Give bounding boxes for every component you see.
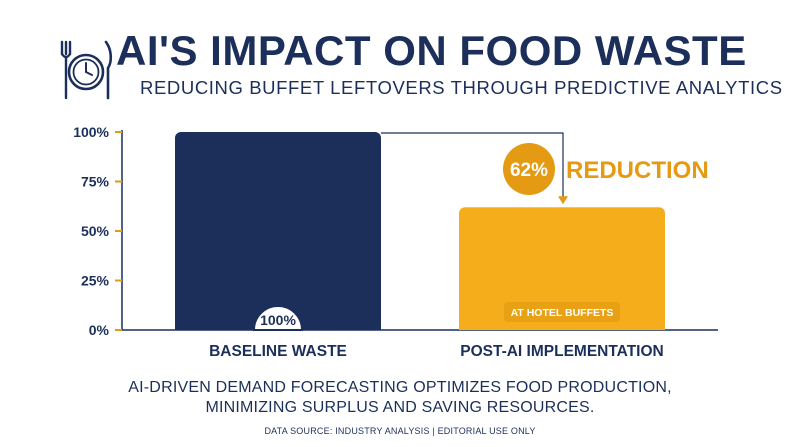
y-tick-label: 25%: [81, 273, 110, 289]
y-tick-label: 0%: [89, 322, 110, 338]
baseline-value-label: 100%: [260, 312, 296, 328]
reduction-annotation-text: REDUCTION: [566, 157, 709, 184]
x-category-label: BASELINE WASTE: [209, 343, 347, 360]
post-ai-label: AT HOTEL BUFFETS: [511, 307, 614, 319]
y-tick-label: 50%: [81, 223, 110, 239]
bar-post-ai: [459, 207, 665, 330]
y-tick-label: 100%: [73, 124, 109, 140]
bar-chart: 0% 25% 50% 75% 100% BASELINE WASTE POST-AI IMP…: [73, 124, 718, 360]
reduction-arrowhead: [558, 196, 568, 205]
chart-caption: AI-DRIVEN DEMAND FORECASTING OPTIMIZES F…: [0, 378, 800, 418]
header: AI'S IMPACT ON FOOD WASTE REDUCING BUFFE…: [0, 0, 800, 110]
page-subtitle: REDUCING BUFFET LEFTOVERS THROUGH PREDIC…: [140, 77, 783, 98]
plate-fork-knife-clock-icon: [60, 40, 113, 100]
data-source-note: DATA SOURCE: INDUSTRY ANALYSIS | EDITORI…: [264, 426, 536, 436]
reduction-badge: [503, 143, 555, 195]
bar-base-fill: [459, 322, 665, 330]
caption-line-1: AI-DRIVEN DEMAND FORECASTING OPTIMIZES F…: [128, 379, 672, 396]
reduction-badge-label: 62%: [510, 160, 548, 181]
x-category-label: POST-AI IMPLEMENTATION: [460, 343, 664, 360]
y-tick-label: 75%: [81, 174, 110, 190]
baseline-value-badge: [252, 305, 304, 331]
bar-baseline-waste: [175, 132, 381, 330]
caption-line-2: MINIMIZING SURPLUS AND SAVING RESOURCES.: [205, 399, 595, 416]
page-title: AI'S IMPACT ON FOOD WASTE: [116, 27, 747, 74]
post-ai-label-pill: [504, 302, 620, 322]
reduction-connector-line: [381, 132, 564, 202]
